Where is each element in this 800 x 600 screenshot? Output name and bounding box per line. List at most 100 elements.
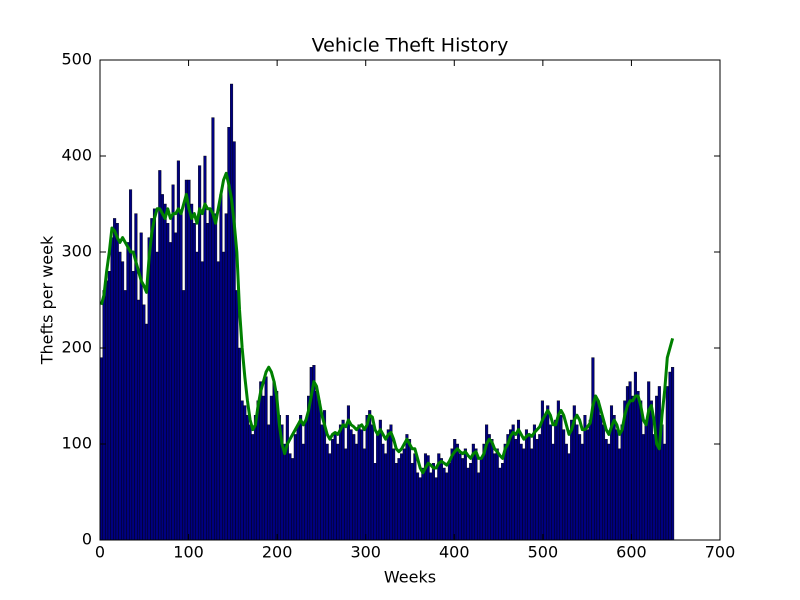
bar: [129, 189, 133, 541]
bar: [570, 419, 574, 541]
plot-frame: [99, 59, 721, 541]
bar: [168, 242, 172, 541]
bar: [115, 222, 119, 541]
bar: [152, 208, 156, 541]
bar: [532, 424, 536, 541]
bar: [171, 184, 175, 541]
bar: [142, 304, 146, 541]
bar: [118, 251, 122, 541]
bar: [288, 453, 292, 541]
x-tick-label: 500: [528, 543, 559, 562]
x-tick-label: 400: [439, 543, 470, 562]
bar: [251, 434, 255, 541]
bar: [410, 463, 414, 541]
bar: [264, 376, 268, 541]
bar: [376, 434, 380, 541]
bar: [208, 208, 212, 541]
bar: [293, 434, 297, 541]
bar: [105, 280, 109, 541]
bar: [434, 477, 438, 541]
bar: [349, 429, 353, 541]
y-axis-label: Thefts per week: [38, 235, 57, 365]
bar: [495, 448, 499, 541]
bar: [469, 463, 473, 541]
bar: [418, 477, 422, 541]
bar: [184, 179, 188, 541]
bar: [392, 448, 396, 541]
bar: [429, 472, 433, 541]
x-tick-label: 0: [95, 543, 105, 562]
y-tick-label: 300: [61, 242, 92, 261]
bar: [123, 290, 127, 541]
bar: [222, 251, 226, 541]
bar: [240, 400, 244, 541]
bar: [591, 357, 595, 541]
bar: [524, 429, 529, 541]
bar: [455, 443, 459, 541]
bar: [341, 419, 345, 541]
bar: [360, 429, 364, 541]
bar: [583, 415, 587, 541]
bar: [354, 443, 358, 541]
bar: [200, 261, 204, 541]
bar: [381, 443, 385, 541]
bar: [509, 429, 513, 541]
bar: [330, 439, 335, 541]
bar: [631, 395, 635, 541]
bar: [285, 415, 289, 541]
bar: [357, 424, 361, 541]
chart-title: Vehicle Theft History: [312, 35, 509, 57]
y-tick-label: 0: [82, 530, 92, 549]
bar: [498, 467, 502, 541]
bar: [206, 222, 210, 541]
bar: [261, 395, 265, 541]
bar: [439, 458, 443, 541]
bar: [121, 261, 125, 541]
bar: [336, 443, 340, 541]
bar: [522, 448, 526, 541]
bar: [384, 453, 388, 541]
bar: [671, 367, 675, 541]
bar: [333, 434, 337, 541]
bar: [243, 405, 247, 541]
y-tick-label: 200: [61, 338, 92, 357]
bar: [373, 463, 377, 541]
bar: [203, 155, 207, 541]
bar: [530, 448, 534, 541]
bar: [317, 400, 321, 541]
bar: [567, 453, 571, 541]
bar: [458, 453, 462, 541]
bar: [400, 453, 404, 541]
x-tick-label: 100: [173, 543, 204, 562]
bar: [655, 395, 659, 541]
bar: [155, 251, 159, 541]
bar: [338, 424, 342, 541]
bar: [219, 194, 223, 541]
bar: [668, 371, 672, 541]
bar: [344, 448, 348, 541]
bar: [166, 222, 170, 541]
bar: [445, 472, 449, 541]
bar: [259, 381, 263, 541]
bar: [394, 463, 398, 541]
bar: [352, 434, 356, 541]
bar: [102, 290, 106, 541]
bar: [176, 160, 180, 541]
bar: [182, 290, 186, 541]
bar: [647, 381, 651, 541]
bar: [665, 386, 669, 541]
bar: [163, 203, 167, 541]
x-tick-label: 700: [705, 543, 736, 562]
bar: [516, 419, 521, 541]
bar: [291, 458, 295, 541]
bar: [527, 434, 531, 541]
bar: [663, 443, 667, 541]
bar: [479, 458, 483, 541]
bar: [378, 419, 382, 541]
bar: [150, 218, 154, 541]
bar: [160, 194, 164, 541]
bar: [559, 415, 563, 541]
bar: [421, 467, 425, 541]
bar: [612, 415, 616, 541]
